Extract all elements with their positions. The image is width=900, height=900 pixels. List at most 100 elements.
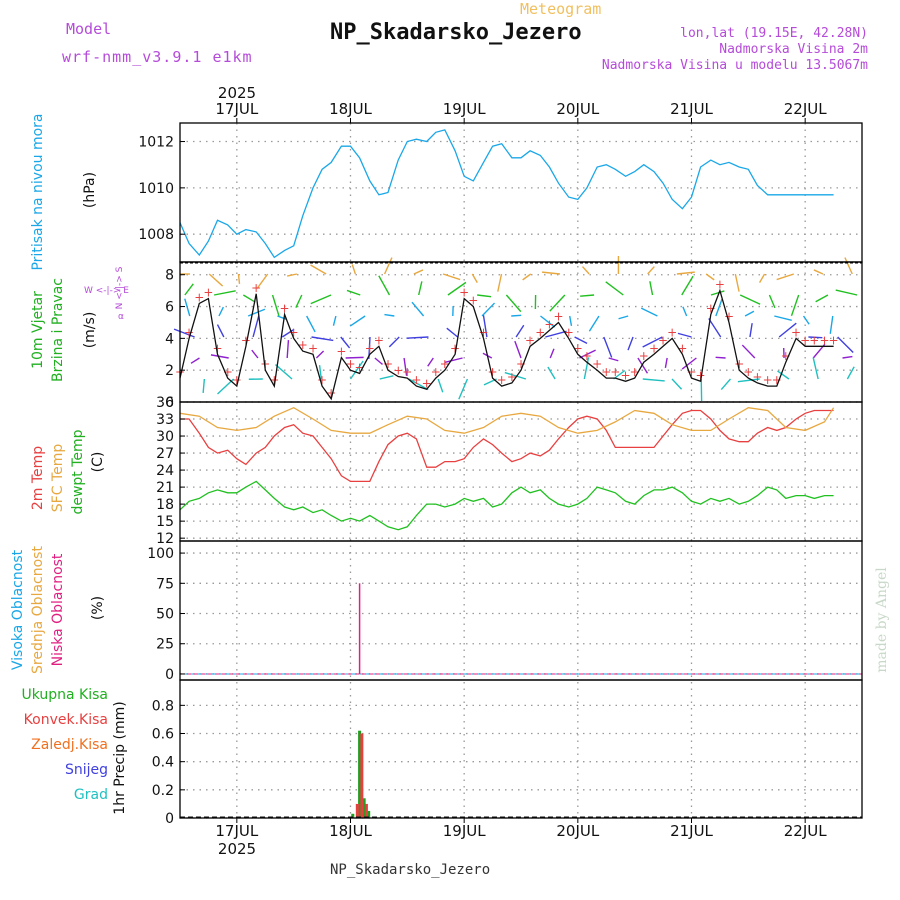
wind-ytick-label: 2	[165, 363, 174, 379]
wind-gust-marker: +	[269, 373, 279, 387]
wind-gust-marker: +	[610, 365, 620, 379]
wind-vector	[504, 371, 527, 380]
temperature-ytick-label: 27	[156, 446, 174, 462]
altitude-label: Nadmorska Visina 2m	[719, 42, 868, 57]
precip-bar	[358, 730, 362, 818]
wind-gust-marker: +	[772, 373, 782, 387]
temperature-ytick-label: 36	[156, 395, 174, 411]
wind-vector	[682, 306, 688, 317]
wind-vector	[640, 307, 658, 317]
wind-gust-marker: +	[800, 333, 810, 347]
top-time-axis: 2025 17JUL 18JUL 19JUL 20JUL 21JUL 22JUL	[215, 84, 827, 123]
wind-gust-marker: +	[345, 357, 355, 371]
wind-vector	[637, 357, 649, 374]
wind-vector	[774, 315, 792, 322]
wind-vector	[418, 281, 423, 296]
wind-vector	[311, 336, 334, 342]
wind-vector	[842, 355, 853, 359]
wind-vector	[184, 283, 194, 296]
wind-vector	[295, 294, 303, 308]
wind-vector	[383, 257, 393, 275]
wind-gust-marker: +	[535, 325, 545, 339]
cloud-frame	[179, 540, 863, 681]
day-label-top: 19JUL	[443, 100, 486, 118]
precip-bar	[351, 813, 355, 818]
wind-gust-marker: +	[724, 309, 734, 323]
wind-gust-marker: +	[582, 349, 592, 363]
wind-gust-marker: +	[677, 341, 687, 355]
wind-vector	[720, 378, 731, 391]
wind-vector	[340, 336, 351, 349]
temperature-ytick-label: 33	[156, 412, 174, 428]
wind-vector	[173, 328, 195, 338]
wind-ytick-label: 0	[165, 395, 174, 411]
wind-vector	[642, 336, 663, 348]
compass-note: α	[118, 312, 124, 322]
wind-vector	[213, 290, 236, 296]
wind-vector	[310, 264, 327, 275]
wind-vector	[749, 323, 753, 338]
temperature-ytick-label: 15	[156, 514, 174, 530]
wind-gust-marker: +	[431, 365, 441, 379]
wind-gust-marker: +	[223, 365, 233, 379]
chart-marks: +++ +++++++++++ +++++ ++++ + ++ +++++++++ +++++…	[173, 129, 862, 818]
temperature-series-line	[180, 409, 834, 483]
wind-vector	[741, 344, 756, 359]
precip-bar	[360, 733, 364, 818]
wind-gust-marker: +	[326, 386, 336, 400]
wind-vector	[408, 378, 429, 391]
day-label-top: 21JUL	[670, 100, 713, 118]
wind-vector	[744, 310, 755, 317]
wind-gust-marker: +	[630, 365, 640, 379]
wind-gust-marker: +	[289, 325, 299, 339]
wind-vector	[540, 315, 556, 328]
wind-vector	[406, 336, 429, 339]
day-label-bottom: 20JUL	[556, 822, 599, 840]
year-label-bottom: 2025	[218, 840, 256, 858]
wind-vector	[790, 294, 800, 317]
wind-gust-marker: +	[715, 278, 725, 292]
wind-vector	[522, 273, 532, 281]
day-label-top: 22JUL	[784, 100, 827, 118]
wind-vector	[829, 315, 834, 334]
wind-vector	[515, 324, 525, 338]
wind-vector	[274, 364, 293, 380]
precip-ytick-label: 0.2	[152, 783, 174, 799]
wind-vector	[306, 315, 316, 333]
precip-legend-total: Ukupna Kisa	[21, 687, 108, 703]
wind-vector	[776, 273, 795, 281]
temperature-series-line	[179, 406, 835, 434]
wind-gust-marker: +	[573, 341, 583, 355]
temperature-ytick-label: 18	[156, 497, 174, 513]
precip-frame	[179, 679, 863, 819]
wind-vector	[681, 357, 697, 370]
wind-vector	[603, 336, 613, 358]
wind-vector	[710, 290, 725, 296]
day-label-top: 18JUL	[329, 100, 372, 118]
wind-gust-marker: +	[374, 333, 384, 347]
grid-lines	[180, 123, 862, 819]
cloud-ytick-label: 0	[165, 667, 174, 683]
precip-bar	[367, 810, 371, 818]
wind-gust-marker: +	[706, 302, 716, 316]
panel-frames	[179, 122, 863, 819]
wind-vector	[437, 378, 444, 393]
wind-vector	[378, 275, 391, 296]
tick-labels: 1008101010120246812151821242730333602550…	[138, 135, 185, 827]
precip-legend-snow: Snijeg	[64, 762, 108, 778]
wind-vector	[715, 298, 723, 317]
wind-ytick-label: 8	[165, 268, 174, 284]
wind-vector	[549, 294, 566, 312]
wind-vector	[251, 349, 259, 359]
wind-gust-marker: +	[308, 341, 318, 355]
wind-vector	[813, 269, 824, 275]
temperature-frame	[179, 401, 863, 542]
wind-vector	[588, 315, 600, 332]
pressure-ytick-label: 1012	[138, 135, 174, 151]
wind-vector	[281, 328, 295, 338]
precip-ytick-label: 0.8	[152, 698, 174, 714]
precip-legend-freezing: Zaledj.Kisa	[31, 737, 108, 753]
wind-vector	[715, 356, 726, 359]
wind-gust-marker: +	[592, 357, 602, 371]
wind-vector	[349, 360, 364, 380]
